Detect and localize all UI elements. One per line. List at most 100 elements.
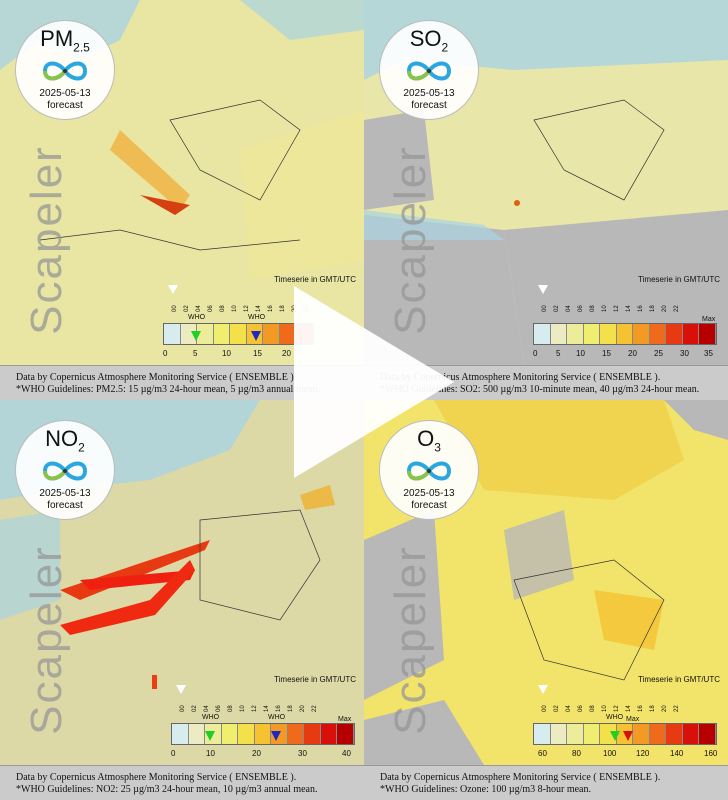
timeserie-label: Timeserie in GMT/UTC xyxy=(274,675,356,684)
timeserie-label: Timeserie in GMT/UTC xyxy=(274,275,356,284)
forecast-label: forecast xyxy=(411,100,447,112)
scale-tick: 120 xyxy=(636,749,650,758)
scale-tick: 20 xyxy=(282,349,291,358)
hour-tick[interactable]: 14 xyxy=(264,705,270,712)
who-label: WHO xyxy=(202,714,220,721)
hour-tick[interactable]: 18 xyxy=(650,305,656,312)
down-arrow-icon[interactable] xyxy=(538,285,548,294)
hour-tick[interactable]: 00 xyxy=(172,305,178,312)
hour-tick[interactable]: 12 xyxy=(244,305,250,312)
hour-tick[interactable]: 02 xyxy=(554,305,560,312)
brand-watermark: Scapeler xyxy=(21,145,71,335)
hour-tick[interactable]: 00 xyxy=(180,705,186,712)
hour-tick[interactable]: 08 xyxy=(590,705,596,712)
hour-tick[interactable]: 20 xyxy=(300,705,306,712)
caption-who: *WHO Guidelines: Ozone: 100 µg/m3 8-hour… xyxy=(380,784,591,795)
hour-tick[interactable]: 18 xyxy=(280,305,286,312)
scale-tick: 25 xyxy=(654,349,663,358)
hour-tick[interactable]: 02 xyxy=(184,305,190,312)
hour-tick[interactable]: 22 xyxy=(674,705,680,712)
infinity-logo-icon xyxy=(42,461,88,481)
caption: Data by Copernicus Atmosphere Monitoring… xyxy=(0,765,364,800)
scale-tick: 60 xyxy=(538,749,547,758)
panel-no2: Scapeler NO2 2025-05-13 forecast Timeser… xyxy=(0,400,364,800)
down-arrow-icon[interactable] xyxy=(168,285,178,294)
max-label: Max xyxy=(338,716,352,723)
scale-tick: 20 xyxy=(252,749,261,758)
forecast-label: forecast xyxy=(411,500,447,512)
hour-tick[interactable]: 02 xyxy=(554,705,560,712)
hour-tick[interactable]: 04 xyxy=(196,305,202,312)
brand-watermark: Scapeler xyxy=(385,545,435,735)
hour-tick[interactable]: 16 xyxy=(268,305,274,312)
hour-tick[interactable]: 06 xyxy=(208,305,214,312)
who-label: WHO xyxy=(248,314,266,321)
hour-tick[interactable]: 18 xyxy=(288,705,294,712)
caption-source: Data by Copernicus Atmosphere Monitoring… xyxy=(380,772,661,783)
color-scale: 00 02 04 06 08 10 12 14 16 18 20 22 WHO … xyxy=(168,680,364,762)
hour-tick[interactable]: 00 xyxy=(542,705,548,712)
hour-tick[interactable]: 08 xyxy=(590,305,596,312)
who-label: WHO xyxy=(268,714,286,721)
scale-tick: 10 xyxy=(206,749,215,758)
hour-tick[interactable]: 06 xyxy=(216,705,222,712)
hour-tick[interactable]: 10 xyxy=(232,305,238,312)
color-scale: 00 02 04 06 08 10 12 14 16 18 20 22 Max … xyxy=(530,280,728,362)
pollutant-badge: NO2 2025-05-13 forecast xyxy=(15,420,115,520)
scale-tick: 35 xyxy=(704,349,713,358)
play-icon[interactable] xyxy=(294,286,454,478)
hour-tick[interactable]: 12 xyxy=(614,705,620,712)
hour-tick[interactable]: 14 xyxy=(256,305,262,312)
pollutant-badge: SO2 2025-05-13 forecast xyxy=(379,20,479,120)
panel-pm25: Scapeler PM2.5 2025-05-13 forecast Times… xyxy=(0,0,364,400)
hour-tick[interactable]: 18 xyxy=(650,705,656,712)
scale-tick: 80 xyxy=(572,749,581,758)
forecast-label: forecast xyxy=(47,100,83,112)
hour-tick[interactable]: 04 xyxy=(204,705,210,712)
scale-tick: 15 xyxy=(602,349,611,358)
hour-tick[interactable]: 16 xyxy=(638,305,644,312)
hour-tick[interactable]: 00 xyxy=(542,305,548,312)
hour-tick[interactable]: 16 xyxy=(276,705,282,712)
hour-tick[interactable]: 22 xyxy=(312,705,318,712)
brand-watermark: Scapeler xyxy=(21,545,71,735)
scale-bar xyxy=(533,323,717,345)
hour-tick[interactable]: 12 xyxy=(252,705,258,712)
hour-tick[interactable]: 22 xyxy=(674,305,680,312)
hour-tick[interactable]: 08 xyxy=(220,305,226,312)
down-arrow-icon[interactable] xyxy=(176,685,186,694)
caption-who: *WHO Guidelines: NO2: 25 µg/m3 24-hour m… xyxy=(16,784,318,795)
who-label: WHO xyxy=(188,314,206,321)
hour-tick[interactable]: 14 xyxy=(626,305,632,312)
who-marker-green xyxy=(191,331,201,341)
forecast-date: 2025-05-13 xyxy=(39,488,91,500)
hour-tick[interactable]: 10 xyxy=(602,705,608,712)
hour-tick[interactable]: 06 xyxy=(578,705,584,712)
hour-tick[interactable]: 04 xyxy=(566,305,572,312)
scale-tick: 5 xyxy=(556,349,561,358)
hour-tick[interactable]: 16 xyxy=(638,705,644,712)
hour-tick[interactable]: 20 xyxy=(662,305,668,312)
scale-tick: 10 xyxy=(222,349,231,358)
caption: Data by Copernicus Atmosphere Monitoring… xyxy=(364,765,728,800)
hour-tick[interactable]: 02 xyxy=(192,705,198,712)
hour-tick[interactable]: 20 xyxy=(662,705,668,712)
hour-tick[interactable]: 14 xyxy=(626,705,632,712)
hour-tick[interactable]: 04 xyxy=(566,705,572,712)
hour-tick[interactable]: 10 xyxy=(240,705,246,712)
who-marker-green xyxy=(610,731,620,741)
forecast-date: 2025-05-13 xyxy=(39,88,91,100)
hour-tick[interactable]: 06 xyxy=(578,305,584,312)
down-arrow-icon[interactable] xyxy=(538,685,548,694)
forecast-date: 2025-05-13 xyxy=(403,488,455,500)
pollutant-title: PM2.5 xyxy=(40,26,90,55)
infinity-logo-icon xyxy=(406,61,452,81)
scale-tick: 30 xyxy=(298,749,307,758)
hour-tick[interactable]: 10 xyxy=(602,305,608,312)
hour-tick[interactable]: 12 xyxy=(614,305,620,312)
caption-who: *WHO Guidelines: SO2: 500 µg/m3 10-minut… xyxy=(380,384,700,395)
scale-tick: 30 xyxy=(680,349,689,358)
scale-tick: 10 xyxy=(576,349,585,358)
scale-bar xyxy=(163,323,314,345)
hour-tick[interactable]: 08 xyxy=(228,705,234,712)
